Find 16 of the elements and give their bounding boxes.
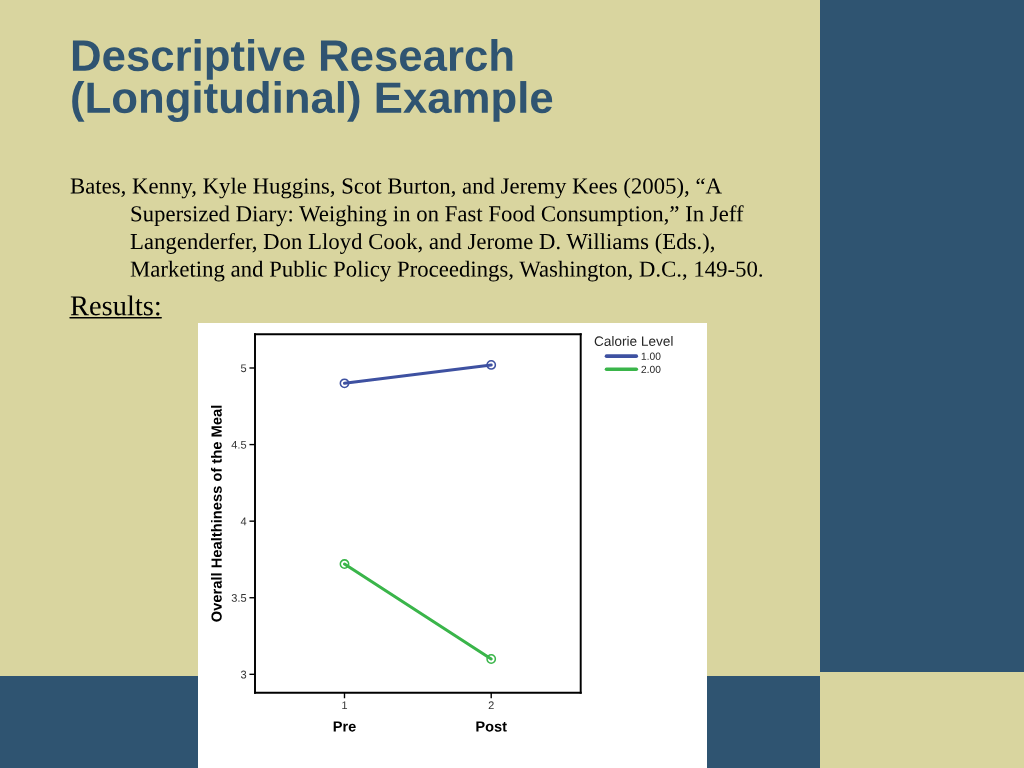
text: Post bbox=[476, 721, 507, 732]
y-tick-label: 3.5 bbox=[231, 594, 247, 602]
text: Bates, Kenny, Kyle Huggins, Scot Burton, and Jeremy Kees (2005), “A Supersized Diary: Weighing in on Fast Food Consumption,” In Jeff Langenderfer, Don Lloyd Cook, and Jerome D. Williams (Eds.), Marketing and Public Policy Proceedings, Washington, D.C., 149-50. bbox=[70, 177, 763, 282]
y-tick-label: 3 bbox=[240, 670, 247, 679]
x-tick-label: 1 bbox=[342, 701, 348, 710]
y-axis-title: Overall Healthiness of the Meal bbox=[210, 405, 222, 622]
y-tick-label: 4.5 bbox=[231, 440, 247, 449]
chart-title: Descriptive Research (Longitudinal) Example bbox=[72, 39, 553, 123]
legend-label: 2.00 bbox=[641, 365, 661, 374]
legend-label: 1.00 bbox=[641, 352, 661, 360]
text: Results: bbox=[70, 295, 160, 316]
y-tick-label: 4 bbox=[240, 517, 247, 526]
legend-title: Calorie Level bbox=[594, 336, 673, 346]
x-tick-label: 2 bbox=[488, 701, 494, 710]
text: Pre bbox=[333, 721, 356, 732]
y-tick-label: 5 bbox=[240, 364, 247, 373]
